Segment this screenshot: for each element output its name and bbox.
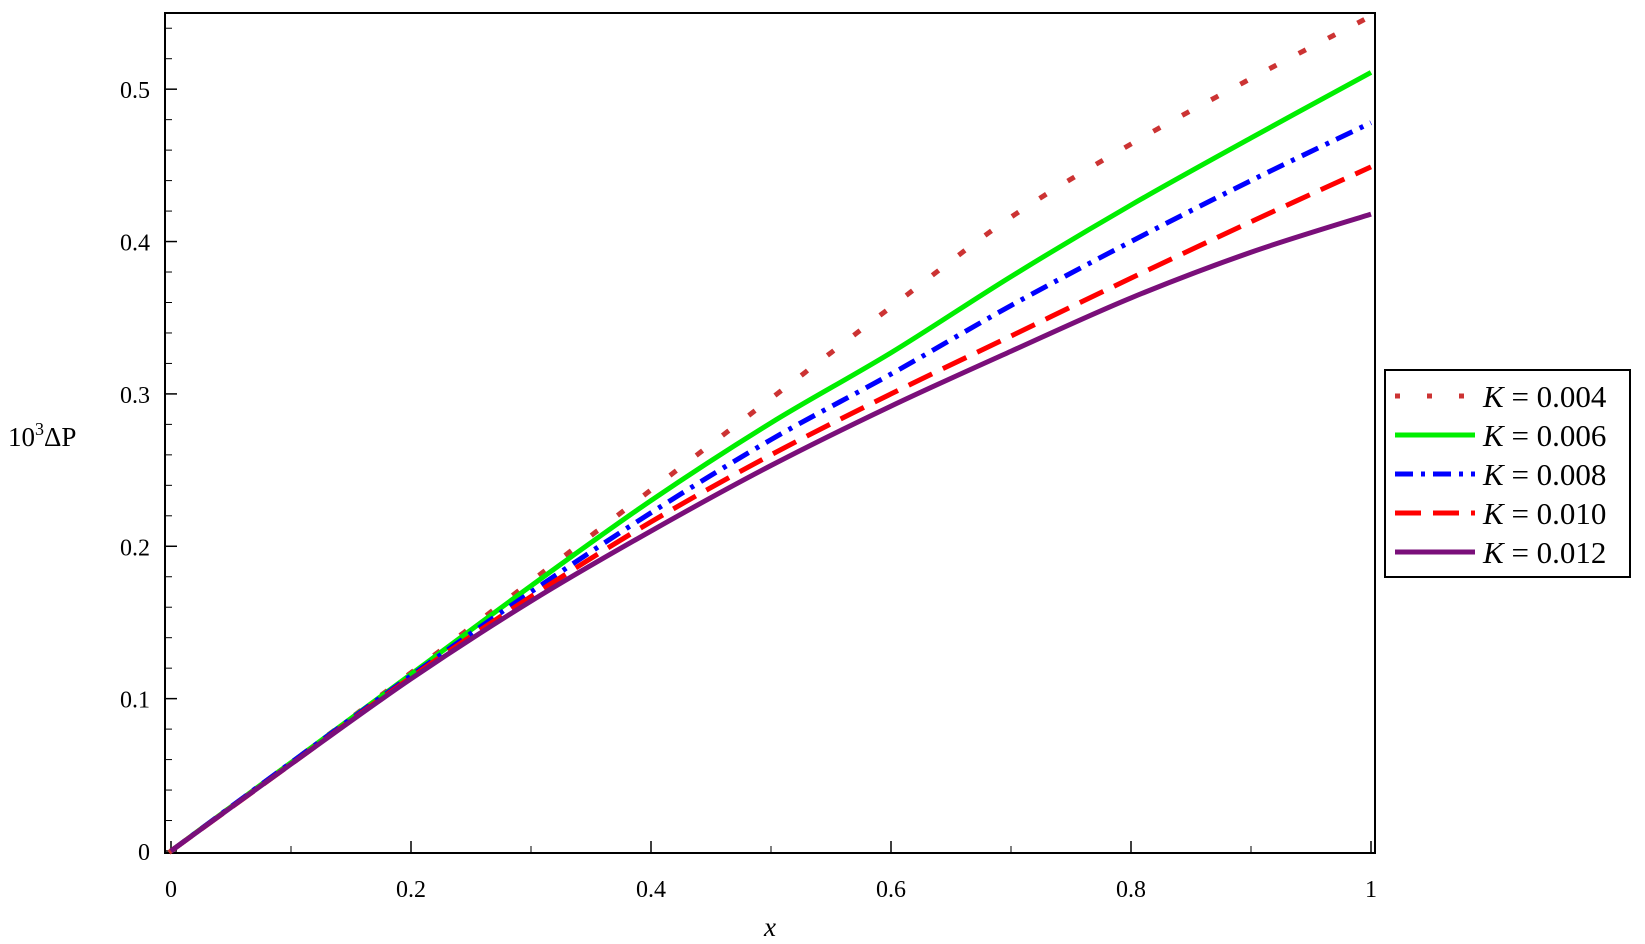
series-line-k-0004 [167,12,1375,855]
x-tick-label: 0.6 [876,877,906,903]
legend-k-value: = 0.012 [1504,535,1607,570]
axis-tick-labels: 0 0.2 0.4 0.6 0.8 1 0 0.1 0.2 0.3 0.4 0.5 [120,78,1377,903]
legend-k-symbol: K [1482,379,1506,414]
y-tick-label: 0.3 [120,383,150,409]
legend-k-symbol: K [1482,418,1506,453]
x-tick-label: 1 [1365,877,1377,903]
y-tick-label: 0.5 [120,78,150,104]
y-axis-label-base: 10 [8,422,35,452]
x-tick-label: 0.2 [396,877,426,903]
legend-label-k-0004: K = 0.004 [1482,379,1607,414]
series-line-k-0012 [169,211,1372,854]
legend-label-k-0010: K = 0.010 [1482,496,1606,531]
x-tick-label: 0.8 [1116,877,1146,903]
y-tick-label: 0.2 [120,535,150,561]
y-tick-label: 0.4 [120,231,150,257]
legend-box [1384,369,1631,578]
legend-k-value: = 0.004 [1504,379,1607,414]
legend-k-symbol: K [1482,535,1506,570]
y-axis-label-rest: ΔP [44,422,76,452]
series-line-k-0006 [169,70,1373,854]
legend-label-k-0012: K = 0.012 [1482,535,1606,570]
x-axis-label: x [763,912,776,942]
y-axis-label-sup: 3 [35,419,44,439]
legend-label-k-0008: K = 0.008 [1482,457,1606,492]
plot-frame [164,12,1376,854]
y-tick-label: 0.1 [120,688,150,714]
x-tick-label: 0.4 [636,877,666,903]
series-line-k-0010 [169,164,1373,854]
legend-k-value: = 0.006 [1504,418,1607,453]
x-tick-label: 0 [165,877,177,903]
series-lines [167,12,1375,855]
legend-k-value: = 0.008 [1504,457,1607,492]
y-axis-label: 103ΔP [8,419,76,452]
legend-k-symbol: K [1482,496,1506,531]
legend-k-symbol: K [1482,457,1506,492]
series-line-k-0008 [169,120,1373,854]
y-tick-label: 0 [138,840,150,866]
legend-k-value: = 0.010 [1504,496,1607,531]
axis-ticks [165,27,1372,853]
legend-label-k-0006: K = 0.006 [1482,418,1606,453]
